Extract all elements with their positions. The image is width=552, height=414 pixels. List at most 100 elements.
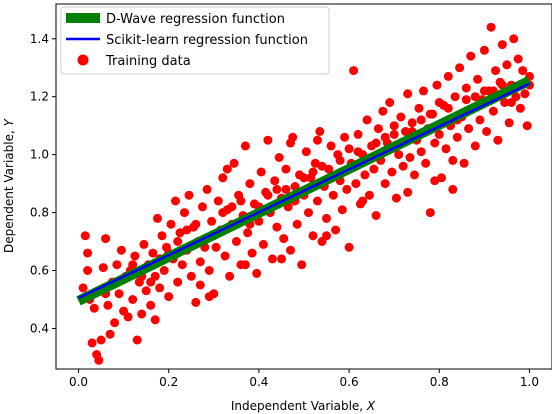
training-point-161 bbox=[441, 144, 451, 154]
y-tick-label-1: 0.6 bbox=[30, 264, 49, 278]
training-point-238 bbox=[380, 132, 390, 142]
x-axis-ticks: 0.0 0.2 0.4 0.6 0.8 1.0 bbox=[69, 369, 539, 389]
training-point-164 bbox=[448, 184, 458, 194]
training-point-97 bbox=[297, 260, 307, 270]
training-point-165 bbox=[450, 92, 460, 102]
training-point-208 bbox=[263, 190, 273, 200]
training-point-195 bbox=[518, 66, 528, 76]
training-point-41 bbox=[171, 196, 180, 206]
training-point-1 bbox=[80, 231, 90, 241]
training-point-194 bbox=[515, 103, 525, 113]
training-point-62 bbox=[218, 173, 228, 183]
training-point-72 bbox=[240, 141, 250, 151]
training-point-241 bbox=[434, 98, 444, 107]
training-point-36 bbox=[159, 266, 169, 275]
training-point-65 bbox=[225, 271, 235, 281]
training-point-74 bbox=[245, 179, 255, 189]
x-tick-label-0: 0.0 bbox=[69, 375, 88, 389]
legend-label-dwave: D-Wave regression function bbox=[106, 12, 285, 27]
training-point-203 bbox=[173, 237, 183, 246]
training-point-8 bbox=[96, 335, 106, 345]
training-point-56 bbox=[204, 266, 214, 275]
training-point-35 bbox=[157, 231, 167, 241]
training-point-140 bbox=[394, 150, 404, 160]
training-point-127 bbox=[364, 190, 374, 200]
training-point-169 bbox=[459, 158, 469, 168]
training-point-257 bbox=[222, 164, 232, 174]
training-point-254 bbox=[240, 260, 250, 270]
training-point-112 bbox=[331, 225, 341, 235]
training-point-256 bbox=[430, 176, 440, 186]
training-point-243 bbox=[470, 92, 480, 102]
training-point-209 bbox=[281, 184, 291, 194]
training-point-227 bbox=[182, 225, 192, 235]
training-point-89 bbox=[279, 234, 289, 244]
training-point-47 bbox=[184, 190, 194, 200]
training-point-110 bbox=[326, 141, 336, 151]
training-point-145 bbox=[405, 153, 415, 162]
legend-label-sklearn: Scikit-learn regression function bbox=[106, 33, 308, 48]
training-point-252 bbox=[277, 254, 286, 264]
training-point-105 bbox=[315, 127, 325, 136]
training-point-182 bbox=[488, 106, 498, 116]
training-point-90 bbox=[281, 164, 291, 174]
x-axis-label-variable: X bbox=[366, 399, 376, 413]
plot-frame bbox=[55, 3, 552, 370]
training-point-213 bbox=[353, 147, 363, 157]
training-point-111 bbox=[328, 190, 338, 200]
training-point-95 bbox=[292, 219, 302, 229]
y-axis-ticks: 0.4 0.6 0.8 1.0 1.2 1.4 bbox=[30, 32, 56, 335]
training-point-11 bbox=[103, 300, 113, 310]
training-point-247 bbox=[403, 187, 413, 197]
y-tick-label-0: 0.4 bbox=[30, 321, 49, 335]
x-tick-label-3: 0.6 bbox=[340, 375, 359, 389]
training-point-224 bbox=[128, 260, 138, 270]
training-point-212 bbox=[335, 155, 345, 165]
training-point-87 bbox=[274, 153, 284, 162]
training-point-33 bbox=[153, 213, 162, 223]
training-point-234 bbox=[308, 167, 318, 177]
training-point-248 bbox=[448, 155, 458, 165]
training-point-92 bbox=[286, 245, 295, 255]
legend: D-Wave regression function Scikit-learn … bbox=[60, 6, 330, 75]
training-point-144 bbox=[403, 89, 413, 99]
training-point-186 bbox=[497, 40, 507, 50]
legend-label-training: Training data bbox=[105, 54, 191, 69]
training-point-60 bbox=[213, 196, 223, 206]
training-point-15 bbox=[112, 260, 122, 270]
training-point-181 bbox=[486, 22, 496, 32]
training-point-31 bbox=[148, 248, 158, 258]
training-point-30 bbox=[146, 300, 156, 310]
training-point-27 bbox=[139, 239, 149, 249]
training-point-10 bbox=[101, 234, 111, 244]
training-point-44 bbox=[177, 260, 187, 270]
training-point-143 bbox=[401, 127, 410, 136]
sklearn-regression-line bbox=[78, 82, 530, 300]
x-tick-label-2: 0.4 bbox=[249, 375, 268, 389]
training-point-134 bbox=[380, 179, 390, 189]
training-point-48 bbox=[186, 271, 196, 281]
training-point-141 bbox=[396, 112, 406, 122]
training-point-42 bbox=[173, 277, 183, 287]
training-point-131 bbox=[373, 124, 383, 134]
training-point-245 bbox=[506, 98, 516, 107]
training-point-167 bbox=[455, 63, 465, 73]
training-point-211 bbox=[317, 161, 327, 171]
training-point-63 bbox=[220, 251, 230, 261]
training-point-251 bbox=[195, 280, 205, 290]
training-point-129 bbox=[369, 164, 379, 174]
training-point-43 bbox=[175, 228, 185, 238]
training-point-38 bbox=[164, 292, 174, 302]
training-point-218 bbox=[443, 103, 453, 113]
training-point-16 bbox=[114, 289, 124, 299]
training-point-126 bbox=[362, 115, 372, 125]
training-point-45 bbox=[180, 208, 189, 218]
y-tick-label-5: 1.4 bbox=[30, 32, 49, 46]
y-tick-label-4: 1.2 bbox=[30, 90, 49, 104]
training-point-80 bbox=[258, 239, 268, 249]
training-point-147 bbox=[410, 170, 419, 180]
training-point-117 bbox=[342, 184, 352, 194]
training-point-100 bbox=[304, 208, 313, 218]
training-point-84 bbox=[267, 254, 277, 264]
